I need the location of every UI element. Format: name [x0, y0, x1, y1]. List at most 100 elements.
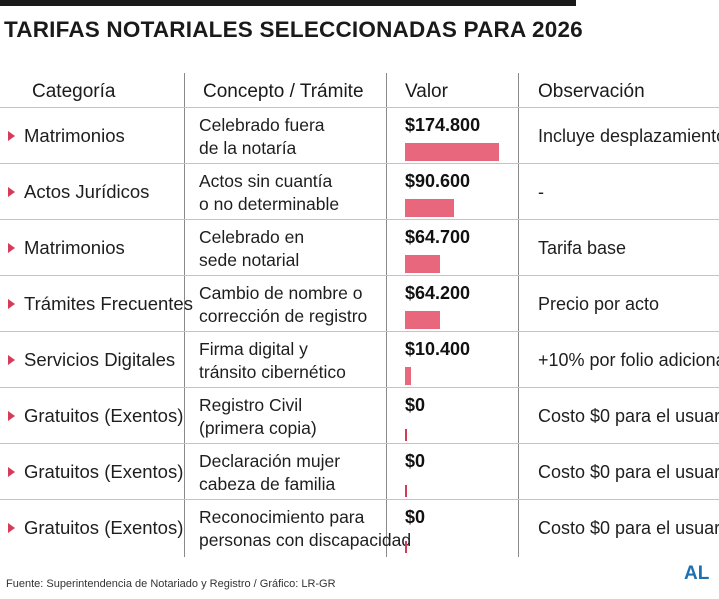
category-label: Gratuitos (Exentos): [24, 405, 184, 426]
concept-line: personas con discapacidad: [199, 530, 412, 550]
category-cell: Gratuitos (Exentos): [8, 444, 183, 500]
concept-line: Celebrado fuera: [199, 115, 325, 135]
row-divider: [0, 275, 719, 276]
triangle-marker-icon: [8, 355, 15, 365]
triangle-marker-icon: [8, 243, 15, 253]
concept-line: Celebrado en: [199, 227, 305, 247]
concept-cell: Declaración mujer cabeza de familia: [199, 450, 340, 496]
triangle-marker-icon: [8, 523, 15, 533]
value-bar: [405, 485, 407, 497]
category-cell: Servicios Digitales: [8, 332, 175, 388]
table-row: Matrimonios Celebrado en sede notarial $64.…: [0, 220, 719, 276]
observation-cell: Costo $0 para el usuario: [538, 461, 719, 482]
brand-logo: AL: [684, 563, 710, 584]
category-label: Gratuitos (Exentos): [24, 517, 184, 538]
category-cell: Actos Jurídicos: [8, 164, 149, 220]
value-label: $10.400: [405, 339, 471, 359]
value-bar: [405, 255, 440, 273]
value-label: $0: [405, 507, 426, 527]
observation-cell: -: [538, 181, 544, 202]
observation-cell: Costo $0 para el usuario: [538, 517, 719, 538]
top-rule: [0, 0, 576, 6]
concept-line: Reconocimiento para: [199, 507, 365, 527]
category-label: Trámites Frecuentes: [24, 293, 193, 314]
table-row: Gratuitos (Exentos) Reconocimiento para pe…: [0, 500, 719, 556]
concept-cell: Celebrado en sede notarial: [199, 226, 304, 272]
header-categoria: Categoría: [32, 81, 116, 102]
category-label: Servicios Digitales: [24, 349, 176, 370]
concept-cell: Celebrado fuera de la notaría: [199, 114, 325, 160]
category-label: Matrimonios: [24, 125, 125, 146]
concept-line: Actos sin cuantía: [199, 171, 333, 191]
concept-cell: Firma digital y tránsito cibernético: [199, 338, 346, 384]
triangle-marker-icon: [8, 467, 15, 477]
category-label: Matrimonios: [24, 237, 125, 258]
triangle-marker-icon: [8, 299, 15, 309]
observation-cell: Costo $0 para el usuario: [538, 405, 719, 426]
column-divider: [518, 73, 519, 557]
table-row: Actos Jurídicos Actos sin cuantía o no det…: [0, 164, 719, 220]
concept-line: (primera copia): [199, 418, 317, 438]
concept-line: tránsito cibernético: [199, 362, 346, 382]
concept-line: Firma digital y: [199, 339, 308, 359]
row-divider: [0, 219, 719, 220]
category-cell: Matrimonios: [8, 108, 125, 164]
value-label: $64.200: [405, 283, 471, 303]
value-bar: [405, 541, 407, 553]
category-label: Gratuitos (Exentos): [24, 461, 184, 482]
table-row: Servicios Digitales Firma digital y tránsi…: [0, 332, 719, 388]
category-cell: Matrimonios: [8, 220, 125, 276]
header-divider: [0, 107, 719, 108]
observation-cell: +10% por folio adicional: [538, 349, 719, 370]
header-observacion: Observación: [538, 81, 645, 102]
value-bar: [405, 199, 454, 217]
value-label: $64.700: [405, 227, 471, 247]
value-bar: [405, 311, 440, 329]
concept-line: Declaración mujer: [199, 451, 341, 471]
table-row: Trámites Frecuentes Cambio de nombre o cor…: [0, 276, 719, 332]
concept-cell: Actos sin cuantía o no determinable: [199, 170, 339, 216]
row-divider: [0, 331, 719, 332]
table-row: Matrimonios Celebrado fuera de la notaría $…: [0, 108, 719, 164]
concept-line: sede notarial: [199, 250, 300, 270]
column-divider: [386, 73, 387, 557]
concept-line: Cambio de nombre o: [199, 283, 363, 303]
value-bar: [405, 429, 407, 441]
observation-cell: Tarifa base: [538, 237, 627, 258]
concept-line: o no determinable: [199, 194, 340, 214]
concept-cell: Reconocimiento para personas con discapac…: [199, 506, 411, 552]
observation-cell: Incluye desplazamiento: [538, 125, 719, 146]
value-bar: [405, 143, 499, 161]
row-divider: [0, 443, 719, 444]
concept-line: de la notaría: [199, 138, 297, 158]
column-divider: [184, 73, 185, 557]
table-row: Gratuitos (Exentos) Declaración mujer cabe…: [0, 444, 719, 500]
triangle-marker-icon: [8, 411, 15, 421]
concept-cell: Cambio de nombre o corrección de registro: [199, 282, 367, 328]
category-label: Actos Jurídicos: [24, 181, 150, 202]
header-concepto: Concepto / Trámite: [203, 81, 364, 102]
concept-cell: Registro Civil (primera copia): [199, 394, 317, 440]
row-divider: [0, 499, 719, 500]
row-divider: [0, 387, 719, 388]
concept-line: corrección de registro: [199, 306, 368, 326]
value-label: $0: [405, 451, 426, 471]
triangle-marker-icon: [8, 187, 15, 197]
category-cell: Gratuitos (Exentos): [8, 388, 183, 444]
concept-line: Registro Civil: [199, 395, 303, 415]
category-cell: Gratuitos (Exentos): [8, 500, 183, 556]
table-header: Categoría Concepto / Trámite Valor Obser…: [0, 73, 719, 112]
value-label: $0: [405, 395, 426, 415]
observation-cell: Precio por acto: [538, 293, 660, 314]
row-divider: [0, 163, 719, 164]
category-cell: Trámites Frecuentes: [8, 276, 193, 332]
chart-title: TARIFAS NOTARIALES SELECCIONADAS PARA 20…: [4, 17, 583, 42]
triangle-marker-icon: [8, 131, 15, 141]
header-valor: Valor: [405, 81, 448, 102]
source-note: Fuente: Superintendencia de Notariado y …: [6, 578, 336, 590]
value-label: $90.600: [405, 171, 471, 191]
value-bar: [405, 367, 411, 385]
concept-line: cabeza de familia: [199, 474, 336, 494]
table-row: Gratuitos (Exentos) Registro Civil (primer…: [0, 388, 719, 444]
value-label: $174.800: [405, 115, 481, 135]
